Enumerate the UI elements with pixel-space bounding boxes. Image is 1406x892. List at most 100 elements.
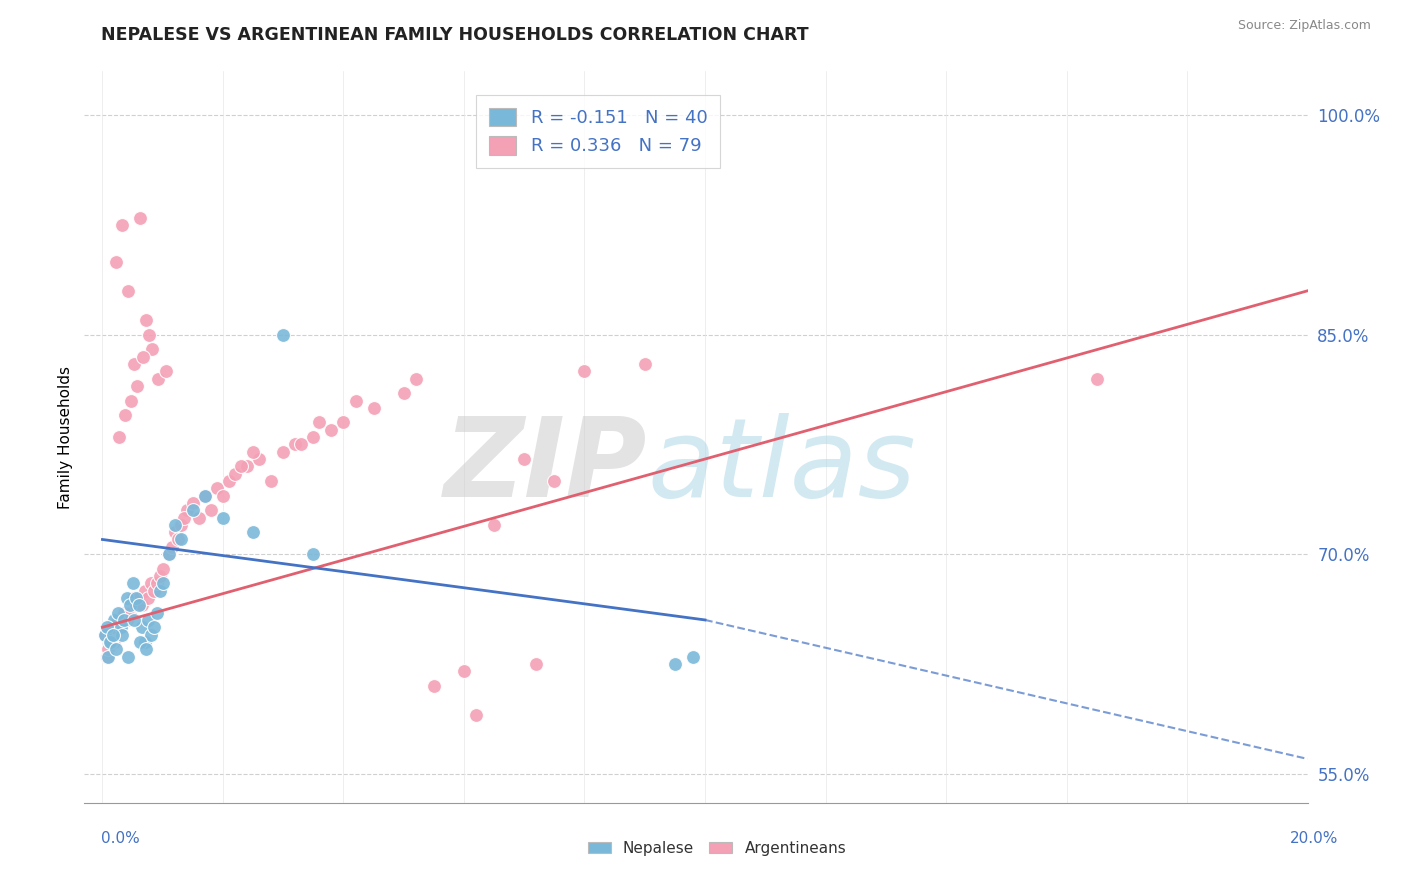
Point <box>103 635 125 649</box>
Point <box>128 591 150 605</box>
Point <box>543 474 565 488</box>
Point <box>513 452 536 467</box>
Point <box>139 576 162 591</box>
Point <box>157 547 180 561</box>
Point <box>111 218 134 232</box>
Point <box>242 444 264 458</box>
Legend: R = -0.151   N = 40, R = 0.336   N = 79: R = -0.151 N = 40, R = 0.336 N = 79 <box>477 95 720 168</box>
Point <box>100 635 122 649</box>
Point <box>212 510 235 524</box>
Point <box>138 327 160 342</box>
Point <box>229 459 252 474</box>
Point <box>136 613 159 627</box>
Point <box>247 452 270 467</box>
Point <box>135 313 157 327</box>
Point <box>96 620 118 634</box>
Point <box>332 416 354 430</box>
Point <box>94 627 117 641</box>
Point <box>163 517 186 532</box>
Point <box>224 467 246 481</box>
Point <box>149 583 172 598</box>
Point <box>200 503 222 517</box>
Point <box>112 606 135 620</box>
Point <box>112 613 135 627</box>
Point <box>290 437 312 451</box>
Point <box>104 642 127 657</box>
Point <box>271 444 294 458</box>
Point <box>110 620 132 634</box>
Point <box>110 620 132 634</box>
Point <box>142 620 165 634</box>
Point <box>664 657 686 671</box>
Point <box>117 284 139 298</box>
Point <box>103 627 125 641</box>
Text: Source: ZipAtlas.com: Source: ZipAtlas.com <box>1237 19 1371 31</box>
Point <box>135 642 157 657</box>
Point <box>170 533 193 547</box>
Point <box>682 649 704 664</box>
Legend: Nepalese, Argentineans: Nepalese, Argentineans <box>582 835 852 862</box>
Point <box>117 649 139 664</box>
Point <box>118 606 141 620</box>
Point <box>115 613 138 627</box>
Point <box>363 401 385 415</box>
Point <box>170 517 193 532</box>
Point <box>134 635 156 649</box>
Point <box>205 481 228 495</box>
Point <box>634 357 657 371</box>
Point <box>218 474 240 488</box>
Point <box>302 547 325 561</box>
Point <box>97 649 120 664</box>
Y-axis label: Family Households: Family Households <box>58 366 73 508</box>
Point <box>453 664 475 678</box>
Point <box>132 350 155 364</box>
Point <box>121 591 143 605</box>
Point <box>163 525 186 540</box>
Point <box>152 576 174 591</box>
Point <box>157 547 180 561</box>
Point <box>107 613 129 627</box>
Point <box>121 576 143 591</box>
Point <box>104 254 127 268</box>
Point <box>131 599 153 613</box>
Point <box>181 503 204 517</box>
Point <box>308 416 330 430</box>
Text: atlas: atlas <box>647 413 915 520</box>
Text: 0.0%: 0.0% <box>101 831 141 846</box>
Point <box>124 591 146 605</box>
Point <box>271 327 294 342</box>
Point <box>242 525 264 540</box>
Point <box>122 613 145 627</box>
Point <box>118 599 141 613</box>
Point <box>136 591 159 605</box>
Point <box>146 371 169 385</box>
Point <box>284 437 307 451</box>
Point <box>134 583 156 598</box>
Point <box>321 423 343 437</box>
Point <box>107 606 129 620</box>
Point <box>100 627 122 641</box>
Point <box>302 430 325 444</box>
Point <box>194 489 217 503</box>
Point <box>122 357 145 371</box>
Point <box>166 533 188 547</box>
Point <box>212 489 235 503</box>
Point <box>145 606 167 620</box>
Point <box>574 364 596 378</box>
Point <box>128 599 150 613</box>
Point <box>152 562 174 576</box>
Point <box>405 371 427 385</box>
Point <box>97 642 120 657</box>
Point <box>96 649 118 664</box>
Point <box>392 386 415 401</box>
Point <box>131 620 153 634</box>
Point <box>115 591 138 605</box>
Point <box>423 679 446 693</box>
Point <box>160 540 183 554</box>
Point <box>139 627 162 641</box>
Point <box>128 211 150 225</box>
Point <box>149 569 172 583</box>
Point <box>145 576 167 591</box>
Text: NEPALESE VS ARGENTINEAN FAMILY HOUSEHOLDS CORRELATION CHART: NEPALESE VS ARGENTINEAN FAMILY HOUSEHOLD… <box>101 26 808 44</box>
Point <box>127 379 149 393</box>
